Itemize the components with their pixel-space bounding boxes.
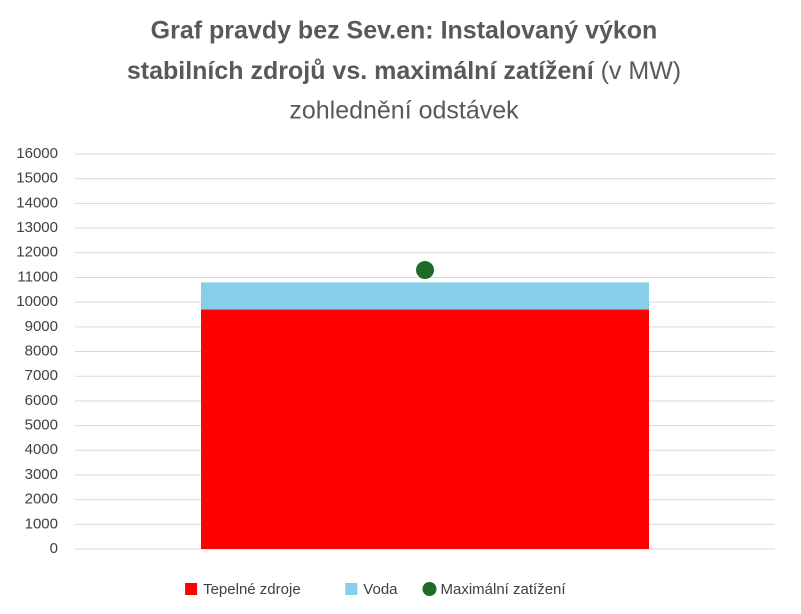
chart-title-line: stabilních zdrojů vs. maximální zatížení… [127,57,681,85]
legend-swatch [185,583,198,595]
point [416,261,434,280]
y-tick-label: 10000 [16,293,58,310]
y-tick-label: 16000 [16,145,58,162]
y-tick-label: 5000 [25,417,58,434]
chart-title: Graf pravdy bez Sev.en: Instalovaný výko… [151,17,658,45]
legend-swatch [422,582,437,596]
y-tick-label: 15000 [16,170,58,187]
legend-label: Voda [363,581,398,598]
y-tick-label: 4000 [25,441,58,458]
y-tick-label: 13000 [16,219,58,236]
chart-subtitle: zohlednění odstávek [289,97,519,125]
bar-segment [201,309,649,549]
title-unit: (v MW) [601,57,682,85]
y-tick-label: 14000 [16,194,58,211]
chart-title: stabilních zdrojů vs. maximální zatížení [127,57,595,85]
y-tick-label: 2000 [25,491,58,508]
y-tick-label: 12000 [16,244,58,261]
legend-label: Tepelné zdroje [203,581,301,598]
legend-label: Maximální zatížení [441,581,567,598]
y-tick-label: 8000 [25,342,58,359]
y-tick-label: 9000 [25,318,58,335]
y-tick-label: 0 [50,540,58,557]
y-tick-label: 11000 [17,268,58,285]
y-tick-label: 7000 [25,367,58,384]
legend-swatch [345,583,358,595]
y-tick-label: 6000 [25,392,58,409]
y-tick-label: 1000 [25,515,58,532]
y-tick-label: 3000 [25,466,58,483]
bar-segment [201,282,649,310]
